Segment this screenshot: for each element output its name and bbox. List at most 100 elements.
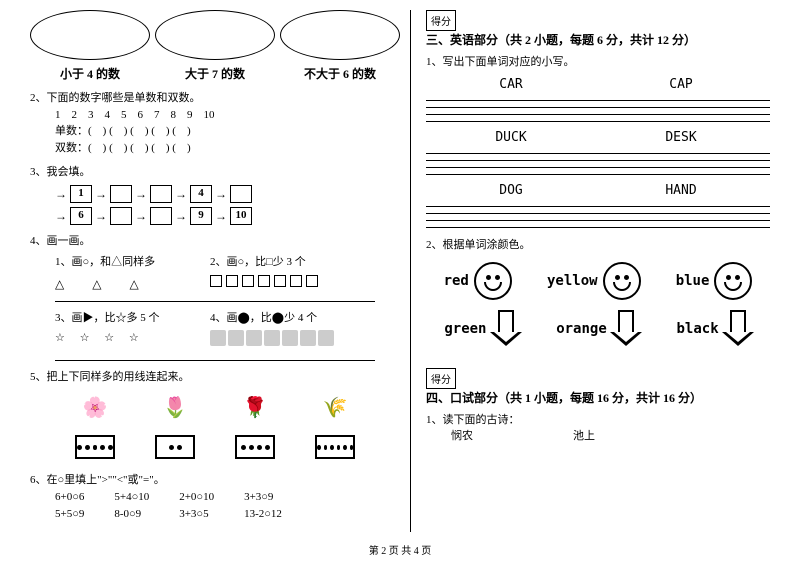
- match-top: 🌸 🌷 🌹 🌾: [30, 385, 400, 430]
- seq-box: 4: [190, 185, 212, 203]
- q4-sub3: 3、画▶，比☆多 5 个: [55, 310, 210, 327]
- flower-icon: 🌾: [310, 390, 360, 425]
- word-desk: DESK: [596, 130, 766, 145]
- squares: [210, 275, 390, 293]
- color-red: red: [444, 273, 469, 289]
- color-row-1: red yellow blue: [426, 262, 770, 300]
- seq-box: [110, 207, 132, 225]
- flower-icon: 🌷: [150, 390, 200, 425]
- compare-item: 5+5○9: [55, 506, 84, 524]
- arrow-icon: →: [175, 207, 187, 225]
- q6-title: 6、在○里填上">""<"或"="。: [30, 472, 400, 489]
- oval-label-1: 小于 4 的数: [30, 65, 150, 82]
- oval-2: [155, 10, 275, 60]
- right-column: 得分 三、英语部分（共 2 小题，每题 6 分，共计 12 分） 1、写出下面单…: [410, 10, 770, 532]
- score-box: 得分: [426, 368, 456, 389]
- score-box: 得分: [426, 10, 456, 31]
- oval-3: [280, 10, 400, 60]
- face-icon: [714, 262, 752, 300]
- compare-item: 3+3○5: [179, 506, 214, 524]
- arrow-icon: →: [215, 207, 227, 225]
- left-column: 小于 4 的数 大于 7 的数 不大于 6 的数 2、下面的数字哪些是单数和双数…: [30, 10, 410, 532]
- oval-labels: 小于 4 的数 大于 7 的数 不大于 6 的数: [30, 65, 400, 82]
- q2-title: 2、根据单词涂颜色。: [426, 236, 770, 252]
- word-hand: HAND: [596, 183, 766, 198]
- writing-lines: [426, 200, 770, 228]
- ovals-row: [30, 10, 400, 60]
- section-3-title: 三、英语部分（共 2 小题，每题 6 分，共计 12 分）: [426, 31, 770, 48]
- q2-numbers: 1 2 3 4 5 6 7 8 9 10: [30, 107, 400, 124]
- stars: ☆ ☆ ☆ ☆: [55, 330, 210, 347]
- question-4: 4、画一画。 1、画○，和△同样多 △ △ △ 2、画○，比□少 3 个 3、画…: [30, 233, 400, 361]
- face-icon: [474, 262, 512, 300]
- seq-box: [150, 207, 172, 225]
- q4-title: 4、画一画。: [30, 233, 400, 250]
- arrow-down-icon: [724, 310, 752, 348]
- arrow-icon: →: [135, 207, 147, 225]
- arrow-icon: →: [55, 185, 67, 203]
- compare-item: 8-0○9: [114, 506, 149, 524]
- q4-sub4: 4、画⬤，比⬤少 4 个: [210, 310, 390, 327]
- compare-item: 13-2○12: [244, 506, 282, 524]
- q2-even: 双数：( ) ( ) ( ) ( ) ( ): [30, 140, 400, 157]
- compare-grid: 6+0○6 5+5○9 5+4○10 8-0○9 2+0○10 3+3○5 3+…: [30, 489, 400, 524]
- arrow-icon: →: [95, 207, 107, 225]
- dice-2: [155, 435, 195, 459]
- question-3: 3、我会填。 → 1 → → → 4 → → 6 → → →: [30, 164, 400, 225]
- question-6: 6、在○里填上">""<"或"="。 6+0○6 5+5○9 5+4○10 8-…: [30, 472, 400, 524]
- section-4-header: 得分: [426, 368, 770, 389]
- q4-sub2: 2、画○，比□少 3 个: [210, 254, 390, 271]
- compare-item: 2+0○10: [179, 489, 214, 507]
- word-cap: CAP: [596, 77, 766, 92]
- poem-row: 悯农 池上: [426, 427, 770, 443]
- dice-5: [75, 435, 115, 459]
- seq-box: 10: [230, 207, 252, 225]
- arrow-icon: →: [135, 185, 147, 203]
- question-5: 5、把上下同样多的用线连起来。 🌸 🌷 🌹 🌾: [30, 369, 400, 465]
- compare-item: 5+4○10: [114, 489, 149, 507]
- word-duck: DUCK: [426, 130, 596, 145]
- color-orange: orange: [556, 321, 607, 337]
- arrow-down-icon: [612, 310, 640, 348]
- color-black: black: [676, 321, 718, 337]
- word-row-1: CAR CAP: [426, 77, 770, 92]
- arrow-icon: →: [175, 185, 187, 203]
- flower-icon: 🌹: [230, 390, 280, 425]
- color-blue: blue: [676, 273, 710, 289]
- arrow-icon: →: [95, 185, 107, 203]
- dice-row: [30, 430, 400, 464]
- writing-lines: [426, 94, 770, 122]
- arrow-down-icon: [492, 310, 520, 348]
- dice-6: [315, 435, 355, 459]
- section-4-title: 四、口试部分（共 1 小题，每题 16 分，共计 16 分）: [426, 389, 770, 406]
- writing-lines: [426, 147, 770, 175]
- seq-box: 9: [190, 207, 212, 225]
- compare-item: 6+0○6: [55, 489, 84, 507]
- seq-box: 1: [70, 185, 92, 203]
- q4-sub1: 1、画○，和△同样多: [55, 254, 210, 271]
- oval-1: [30, 10, 150, 60]
- poem-2: 池上: [573, 427, 595, 443]
- seq-box: 6: [70, 207, 92, 225]
- question-2: 2、下面的数字哪些是单数和双数。 1 2 3 4 5 6 7 8 9 10 单数…: [30, 90, 400, 156]
- q4-1-title: 1、读下面的古诗：: [426, 411, 770, 427]
- q2-title: 2、下面的数字哪些是单数和双数。: [30, 90, 400, 107]
- seq-2: → 6 → → → 9 → 10: [55, 207, 400, 225]
- triangles: △ △ △: [55, 275, 210, 293]
- page-footer: 第 2 页 共 4 页: [0, 542, 800, 557]
- seq-box: [150, 185, 172, 203]
- q2-odd: 单数：( ) ( ) ( ) ( ) ( ): [30, 123, 400, 140]
- flower-icon: 🌸: [70, 390, 120, 425]
- poem-1: 悯农: [451, 427, 473, 443]
- color-row-2: green orange black: [426, 310, 770, 348]
- circle-images: [210, 330, 390, 352]
- oval-label-2: 大于 7 的数: [155, 65, 275, 82]
- word-row-2: DUCK DESK: [426, 130, 770, 145]
- seq-box: [230, 185, 252, 203]
- q1-title: 1、写出下面单词对应的小写。: [426, 53, 770, 69]
- oval-label-3: 不大于 6 的数: [280, 65, 400, 82]
- color-yellow: yellow: [547, 273, 598, 289]
- divider: [55, 360, 375, 361]
- word-dog: DOG: [426, 183, 596, 198]
- q3-title: 3、我会填。: [30, 164, 400, 181]
